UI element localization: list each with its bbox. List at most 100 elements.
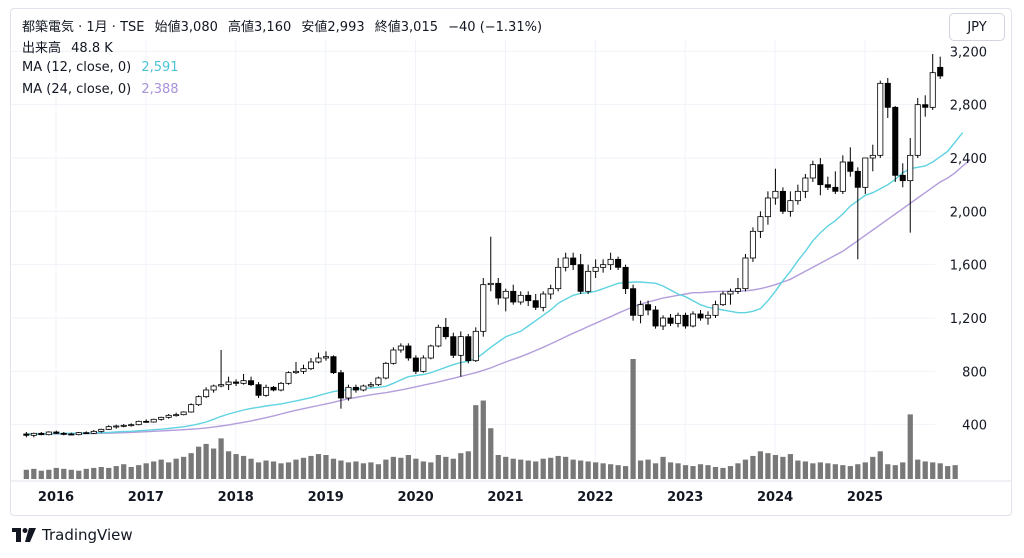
year-tick-label: 2021 — [487, 490, 523, 505]
candle — [854, 167, 861, 260]
currency-button[interactable]: JPY — [949, 13, 1005, 41]
legend-ma12[interactable]: MA (12, close, 0) 2,591 — [22, 60, 179, 75]
candle — [592, 259, 599, 278]
year-tick-label: 2023 — [667, 490, 703, 505]
volume-bar — [308, 455, 314, 479]
ma12-label: MA (12, close, 0) — [22, 60, 132, 75]
volume-bar — [121, 464, 127, 479]
candle — [285, 371, 292, 385]
ma24-line-layer — [26, 159, 971, 435]
candle — [225, 376, 232, 390]
candle — [742, 254, 749, 292]
candle — [667, 314, 674, 326]
candle — [697, 310, 704, 321]
volume-bar — [46, 469, 52, 479]
year-tick-label: 2016 — [38, 490, 74, 505]
volume-bar — [368, 462, 374, 479]
volume-bar — [263, 460, 269, 479]
low-label: 安値 — [301, 20, 328, 35]
volume-bar — [443, 456, 449, 479]
volume-bar — [203, 443, 209, 479]
candle — [60, 432, 67, 436]
candle-body — [794, 190, 801, 202]
candle — [442, 318, 449, 340]
candle-body — [779, 190, 786, 212]
candle-body — [98, 428, 105, 432]
candle — [75, 432, 82, 436]
candle-body — [630, 288, 637, 316]
candle — [809, 160, 816, 182]
volume-bar — [757, 451, 764, 479]
volume-bar — [353, 461, 359, 479]
candle-body — [727, 290, 734, 295]
volume-bar — [810, 463, 816, 479]
volume-bar — [173, 458, 179, 479]
volume-bar — [390, 456, 397, 479]
volume-bar — [892, 465, 898, 479]
candle — [615, 256, 622, 270]
price-tick-label: 2,400 — [950, 152, 987, 167]
candle — [675, 312, 682, 328]
candle-body — [817, 164, 824, 186]
time-axis: 2016 2017 2018 2019 2020 2021 2022 2023 2024 2025 — [11, 480, 1011, 505]
candle-body — [869, 154, 876, 159]
volume-bar — [143, 463, 149, 479]
volume-bar — [765, 453, 771, 479]
legend-ma24[interactable]: MA (24, close, 0) 2,388 — [22, 82, 179, 97]
candle-body — [480, 284, 487, 332]
grid — [11, 40, 935, 481]
candle — [899, 163, 906, 188]
candle — [23, 432, 30, 438]
candle-body — [285, 372, 292, 384]
candle — [45, 431, 52, 436]
candle-body — [195, 396, 202, 406]
candle — [382, 362, 389, 380]
brand-name: TradingView — [42, 526, 133, 544]
candle-body — [899, 174, 906, 182]
candle — [128, 423, 135, 427]
chart-frame — [10, 8, 1012, 516]
candle-body — [60, 432, 67, 435]
volume-bar — [323, 455, 329, 479]
candle-body — [472, 330, 479, 362]
volume-bar — [196, 446, 202, 479]
volume-bar — [697, 464, 704, 479]
volume-bar — [578, 460, 584, 479]
volume-bar — [210, 448, 217, 479]
candle — [412, 355, 419, 374]
year-tick-label: 2017 — [128, 490, 164, 505]
volume-bar — [68, 469, 74, 479]
candle-body — [150, 418, 157, 423]
candle-body — [435, 326, 442, 347]
candle-body — [854, 170, 861, 188]
candle — [38, 432, 45, 436]
candle — [173, 412, 180, 417]
candle — [315, 352, 322, 364]
price-tick-label: 800 — [962, 365, 987, 380]
candle-body — [495, 282, 502, 299]
high-value: 3,160 — [254, 20, 292, 35]
price-tick-label: 400 — [962, 419, 987, 434]
candle-body — [90, 430, 97, 434]
candle — [757, 211, 764, 238]
candle-body — [802, 177, 809, 192]
volume-bar — [855, 464, 861, 479]
volume-bar — [293, 459, 299, 479]
candle-body — [135, 420, 142, 426]
volume-bar — [166, 462, 172, 479]
candle-body — [914, 104, 921, 156]
volume-bar — [862, 462, 868, 479]
volume-bar — [907, 414, 913, 479]
volume-bar — [106, 467, 112, 479]
low-value: 2,993 — [327, 20, 365, 35]
volume-bar — [450, 458, 456, 479]
candle — [630, 284, 637, 321]
volume-bar — [113, 466, 119, 479]
volume-bar — [533, 461, 539, 479]
ma24-line — [26, 159, 971, 435]
year-tick-label: 2019 — [308, 490, 344, 505]
candle-body — [562, 257, 569, 268]
tradingview-brand[interactable]: TradingView — [12, 526, 133, 544]
candle-body — [45, 431, 52, 436]
